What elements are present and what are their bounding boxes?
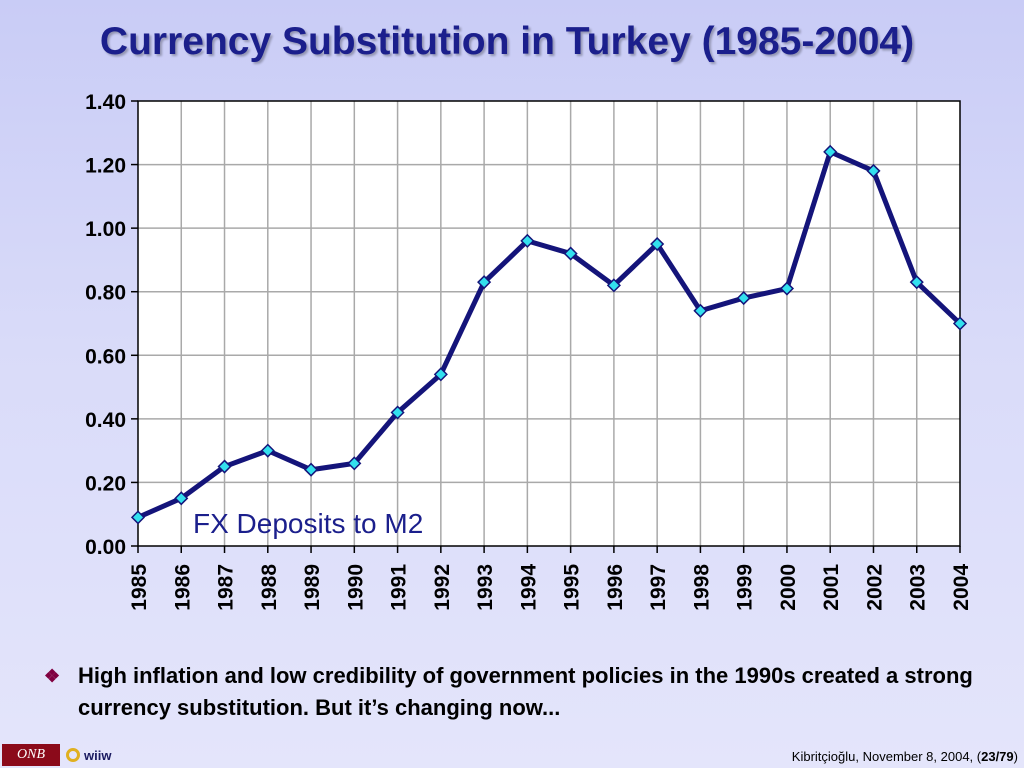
- bullet-text: High inflation and low credibility of go…: [78, 663, 973, 720]
- y-tick-label: 0.40: [85, 409, 126, 432]
- footer-note: Kibritçioğlu, November 8, 2004, (23/79): [792, 749, 1018, 764]
- x-tick-label: 2002: [863, 564, 886, 611]
- x-tick-label: 1992: [431, 564, 454, 611]
- footer-note-prefix: Kibritçioğlu, November 8, 2004, (: [791, 749, 982, 764]
- data-point-marker: [606, 278, 621, 293]
- y-tick-label: 0.60: [85, 345, 126, 368]
- slide-title: Currency Substitution in Turkey (1985-20…: [99, 20, 915, 63]
- data-point-marker: [952, 316, 968, 331]
- footer-logos: ONB wiiw: [0, 742, 111, 768]
- data-point-marker: [779, 281, 795, 296]
- data-point-marker: [693, 303, 708, 318]
- data-point-marker: [736, 291, 751, 306]
- x-tick-label: 1991: [388, 564, 411, 611]
- data-point-marker: [563, 246, 578, 261]
- wiiw-ring-icon: [66, 748, 80, 762]
- data-point-marker: [823, 144, 838, 159]
- footer-note-suffix: ): [1013, 749, 1018, 764]
- x-tick-label: 1990: [344, 564, 367, 611]
- x-tick-label: 1998: [690, 564, 713, 611]
- onb-logo: ONB: [2, 744, 60, 766]
- data-point-marker: [347, 456, 362, 471]
- line-chart: 0.00 0.20 0.40 0.60 0.80 1.00 1.20 1.40 1985 1986…: [85, 91, 973, 611]
- bullet-point: ❖ High inflation and low credibility of …: [44, 660, 974, 724]
- plot-area: [138, 101, 960, 546]
- x-tick-label: 1997: [647, 564, 670, 611]
- data-point-marker: [433, 367, 448, 382]
- series-line: [135, 149, 963, 520]
- data-point-marker: [130, 510, 146, 525]
- data-point-marker: [217, 459, 232, 474]
- x-tick-label: 1994: [517, 564, 540, 611]
- y-tick-label: 0.80: [85, 282, 126, 305]
- wiiw-logo: wiiw: [66, 748, 111, 763]
- y-tick-label: 1.00: [85, 218, 126, 241]
- diamond-bullet-icon: ❖: [44, 666, 61, 686]
- data-point-marker: [520, 233, 535, 248]
- y-tick-label: 0.00: [85, 536, 126, 559]
- data-point-marker: [909, 275, 924, 290]
- x-tick-label: 1996: [604, 564, 627, 611]
- x-tick-label: 1985: [128, 564, 151, 611]
- x-tick-label: 1986: [171, 564, 194, 611]
- y-tick-label: 1.20: [85, 155, 126, 178]
- y-tick-label: 0.20: [85, 472, 126, 495]
- x-tick-label: 2003: [907, 564, 930, 611]
- x-tick-label: 2004: [950, 564, 973, 611]
- data-point-marker: [390, 405, 405, 420]
- y-tick-label: 1.40: [85, 91, 126, 114]
- x-tick-label: 1988: [258, 564, 281, 611]
- wiiw-logo-text: wiiw: [84, 747, 112, 763]
- x-tick-label: 1989: [301, 564, 324, 611]
- x-tick-label: 1995: [561, 564, 584, 611]
- x-tick-label: 2000: [777, 564, 800, 611]
- data-point-marker: [303, 462, 319, 477]
- x-tick-label: 1999: [734, 564, 757, 611]
- x-tick-label: 1987: [215, 564, 238, 611]
- data-point-marker: [650, 236, 665, 252]
- x-tick-label: 1993: [474, 564, 497, 611]
- series-label: FX Deposits to M2: [193, 508, 423, 539]
- data-point-marker: [260, 443, 275, 458]
- data-point-marker: [477, 275, 492, 290]
- data-point-marker: [174, 491, 189, 506]
- x-tick-label: 2001: [820, 564, 843, 611]
- page-number: 23/79: [981, 749, 1014, 764]
- data-point-marker: [866, 163, 881, 178]
